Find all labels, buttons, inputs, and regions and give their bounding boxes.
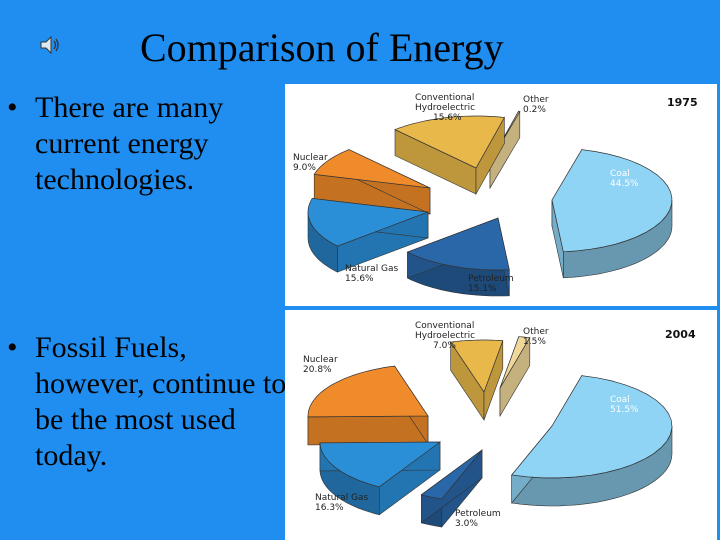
- slice-label-value: 16.3%: [315, 503, 344, 513]
- bullet-text: There are many current energy technologi…: [35, 91, 224, 196]
- slice-label-value: 9.0%: [293, 163, 316, 173]
- chart-year-label: 2004: [665, 328, 696, 341]
- slice-label: Conventional Hydroelectric 7.0%: [415, 321, 475, 351]
- slice-label-value: 15.6%: [345, 274, 374, 284]
- slice-label-name: Other: [523, 327, 549, 337]
- slice-label-value: 3.0%: [455, 519, 478, 529]
- slice-label-name: Conventional: [415, 321, 474, 331]
- pie-slice-natural-gas: [307, 198, 429, 273]
- slice-label-value: 20.8%: [303, 365, 332, 375]
- slice-label-value: 44.5%: [610, 179, 639, 189]
- slice-label-name: Nuclear: [293, 153, 328, 163]
- pie-slice-coal: [511, 374, 673, 507]
- slice-label: Nuclear 9.0%: [293, 153, 328, 173]
- slice-label-value: 0.2%: [523, 105, 546, 115]
- slice-label-name: Hydroelectric: [415, 331, 475, 341]
- pie-slice-natural-gas: [319, 441, 442, 516]
- bullet-item: • There are many current energy technolo…: [7, 90, 285, 198]
- slice-label-name: Coal: [610, 169, 630, 179]
- slice-label-name: Coal: [610, 395, 630, 405]
- slice-label-value: 15.1%: [468, 284, 497, 294]
- slice-label-name: Other: [523, 95, 549, 105]
- pie-chart-1975: 1975 Coal 44.5% Petroleum 15.1% Natural Gas 15…: [285, 84, 717, 306]
- slice-label: Coal 51.5%: [610, 395, 639, 415]
- slice-label-name: Natural Gas: [345, 264, 399, 274]
- pie-slice-conventional-hydroelectric: [449, 339, 504, 421]
- slice-label-value: 1.5%: [523, 337, 546, 347]
- slice-label-name: Petroleum: [455, 509, 501, 519]
- slice-label: Petroleum 15.1%: [468, 274, 514, 294]
- pie-slice-conventional-hydroelectric: [394, 115, 505, 196]
- bullet-item: • Fossil Fuels, however, continue to be …: [7, 330, 295, 474]
- pie-slice-petroleum: [406, 217, 510, 297]
- slice-label-name: Conventional: [415, 93, 474, 103]
- slice-label-name: Petroleum: [468, 274, 514, 284]
- slice-label: Conventional Hydroelectric 15.6%: [415, 93, 475, 123]
- slice-label: Nuclear 20.8%: [303, 355, 338, 375]
- speaker-icon[interactable]: [38, 34, 62, 56]
- pie-slice-petroleum: [420, 449, 483, 528]
- chart-year-label: 1975: [667, 96, 698, 109]
- slice-label-name: Natural Gas: [315, 493, 369, 503]
- slice-label: Natural Gas 16.3%: [315, 493, 369, 513]
- slice-label: Other 0.2%: [523, 95, 549, 115]
- slice-label-name: Hydroelectric: [415, 103, 475, 113]
- slice-label: Other 1.5%: [523, 327, 549, 347]
- slice-label-value: 51.5%: [610, 405, 639, 415]
- pie-slice-nuclear: [307, 365, 429, 446]
- bullet-text: Fossil Fuels, however, continue to be th…: [35, 331, 287, 472]
- bullet-dot: •: [7, 91, 18, 124]
- pie-chart-svg: 2004 Coal 51.5% Petroleum 3.0% Natural Gas 16.…: [303, 321, 696, 529]
- bullet-dot: •: [7, 331, 18, 364]
- slice-label-value: 7.0%: [433, 341, 456, 351]
- slice-label: Natural Gas 15.6%: [345, 264, 399, 284]
- pie-chart-2004: 2004 Coal 51.5% Petroleum 3.0% Natural Gas 16.…: [285, 310, 717, 540]
- slice-label-value: 15.6%: [433, 113, 462, 123]
- slice-label: Petroleum 3.0%: [455, 509, 501, 529]
- slide-title: Comparison of Energy: [140, 25, 504, 70]
- slice-label-name: Nuclear: [303, 355, 338, 365]
- pie-slice-coal: [551, 148, 673, 279]
- slice-label: Coal 44.5%: [610, 169, 639, 189]
- pie-slice-other: [499, 336, 531, 418]
